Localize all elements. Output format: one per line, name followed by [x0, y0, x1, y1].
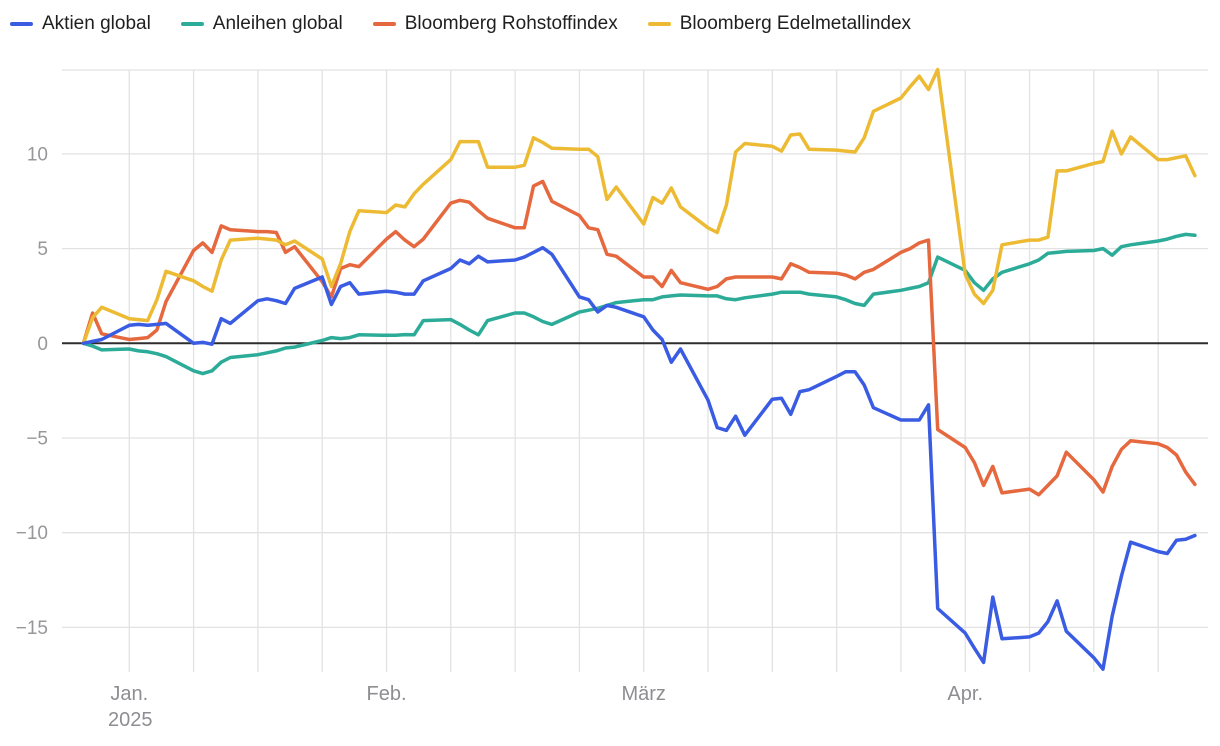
legend-line-swatch-blue	[10, 21, 33, 27]
y-tick-label: 5	[37, 239, 48, 260]
legend: Aktien global Anleihen global Bloomberg …	[10, 13, 911, 35]
legend-item-anleihen-global: Anleihen global	[180, 13, 343, 35]
x-tick-label: Apr.	[947, 683, 983, 705]
legend-item-rohstoffindex: Bloomberg Rohstoffindex	[372, 13, 618, 35]
y-tick-label: 10	[27, 144, 48, 165]
legend-label: Bloomberg Rohstoffindex	[404, 13, 618, 34]
y-axis-labels: 10 5 0 −5 −10 −15	[16, 144, 48, 639]
y-tick-label: −10	[16, 523, 48, 544]
series-lines	[81, 67, 1197, 671]
legend-line-swatch-teal	[180, 21, 204, 27]
y-tick-label: 0	[37, 334, 48, 355]
series-line-bloomberg-rohstoffindex	[81, 179, 1197, 497]
y-tick-label: −5	[26, 429, 48, 450]
x-tick-label: März	[621, 683, 665, 705]
legend-line-swatch-yellow	[647, 21, 671, 27]
legend-item-aktien-global: Aktien global	[10, 13, 151, 35]
x-axis-labels: Jan. 2025 Feb. März Apr.	[108, 683, 983, 731]
series-line-anleihen-global	[81, 232, 1197, 376]
legend-label: Anleihen global	[212, 13, 343, 34]
legend-item-edelmetallindex: Bloomberg Edelmetallindex	[647, 13, 912, 35]
series-line-bloomberg-edelmetallindex	[81, 67, 1197, 346]
x-tick-label: Jan.	[110, 683, 148, 705]
legend-line-swatch-orange	[372, 21, 396, 27]
x-tick-sublabel-year: 2025	[108, 709, 153, 731]
y-tick-label: −15	[16, 618, 48, 639]
x-tick-label: Feb.	[366, 683, 406, 705]
legend-label: Aktien global	[42, 13, 151, 34]
weekly-gridlines	[128, 70, 1159, 672]
series-line-aktien-global	[81, 245, 1197, 671]
value-gridlines	[62, 69, 1208, 629]
legend-label: Bloomberg Edelmetallindex	[679, 13, 912, 34]
